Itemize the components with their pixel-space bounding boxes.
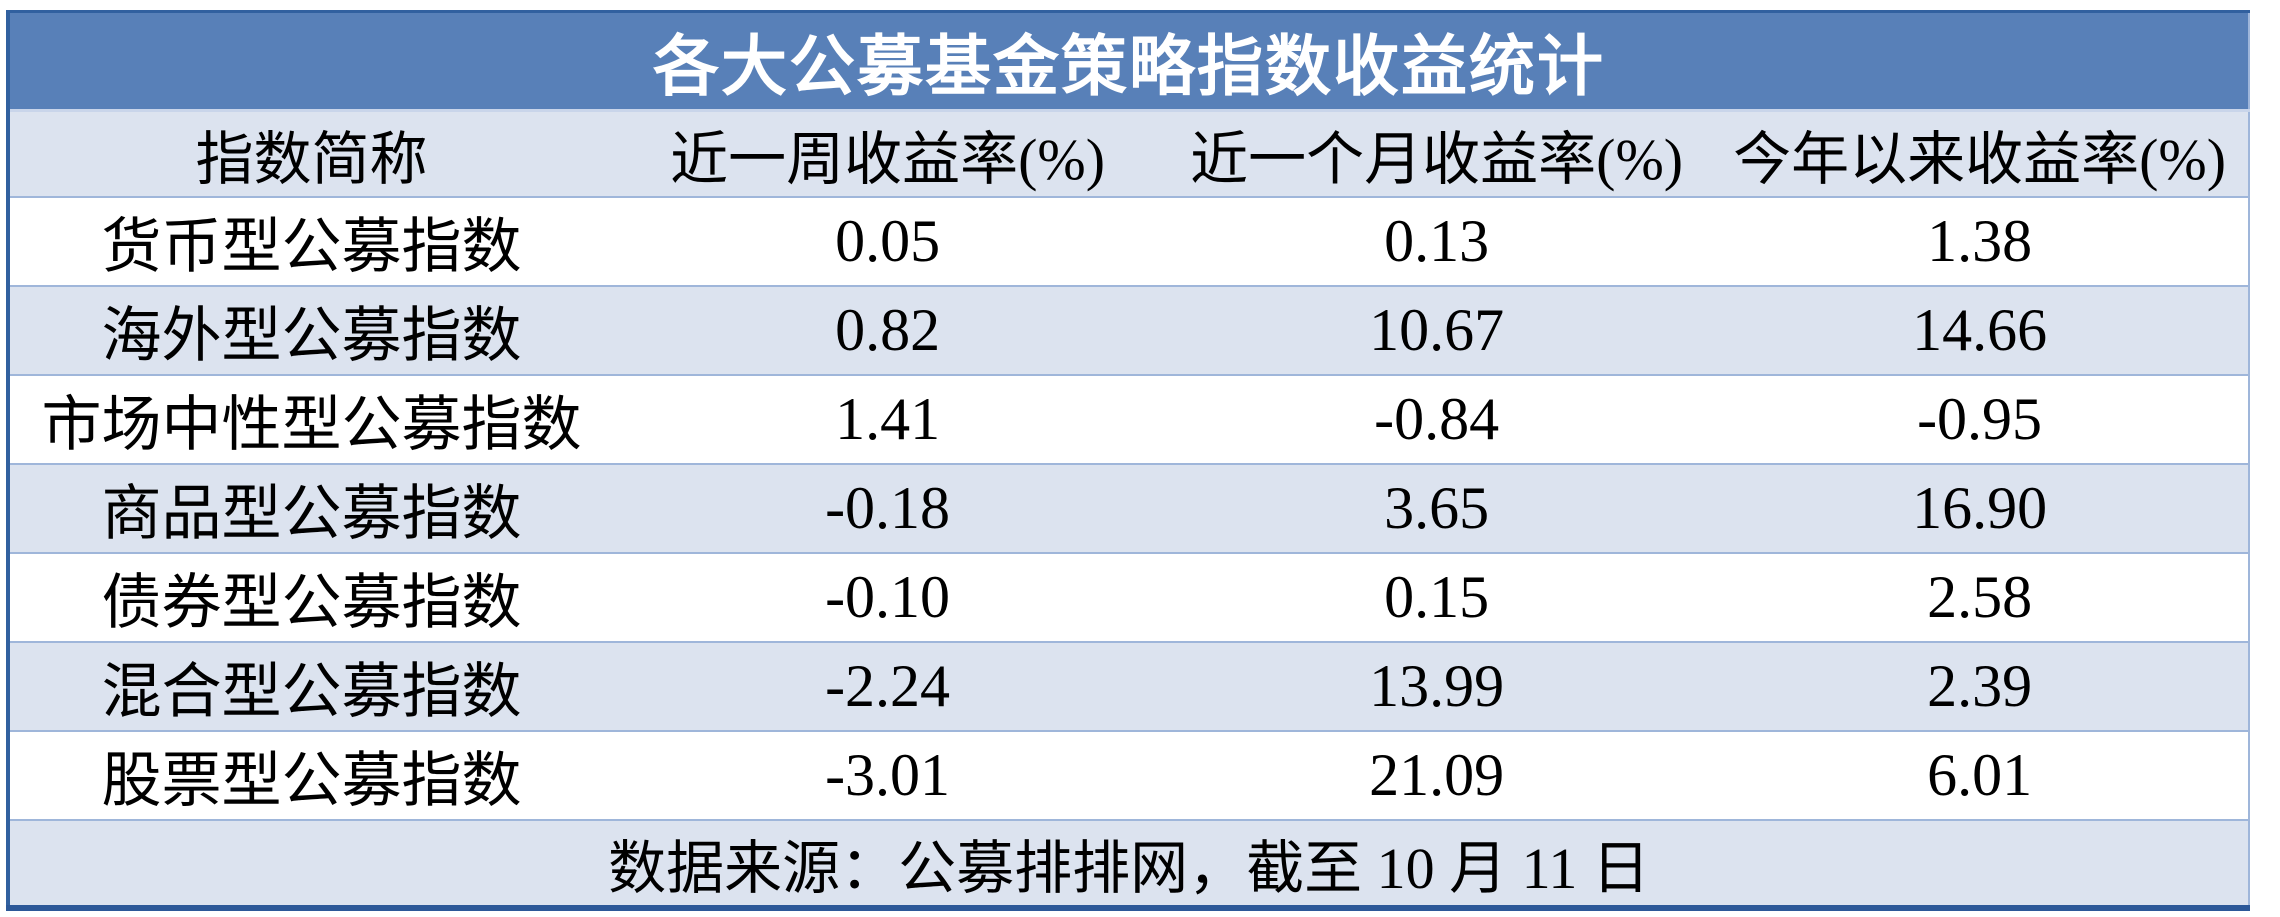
table-row-bond-fund: 债券型公募指数 -0.10 0.15 2.58 xyxy=(8,552,2249,642)
data-source-note: 数据来源：公募排排网，截至 10 月 11 日 xyxy=(8,819,2249,908)
week-return-cell: -0.18 xyxy=(613,463,1163,553)
week-return-cell: 1.41 xyxy=(613,374,1163,464)
week-return-cell: 0.82 xyxy=(613,285,1163,375)
ytd-return-cell: 1.38 xyxy=(1711,196,2249,286)
month-return-cell: -0.84 xyxy=(1162,374,1712,464)
ytd-return-cell: 2.58 xyxy=(1711,552,2249,642)
index-name-cell: 商品型公募指数 xyxy=(8,463,614,553)
column-header-ytd-return: 今年以来收益率(%) xyxy=(1711,110,2249,197)
table-row-overseas-fund: 海外型公募指数 0.82 10.67 14.66 xyxy=(8,285,2249,375)
table-row-hybrid-fund: 混合型公募指数 -2.24 13.99 2.39 xyxy=(8,641,2249,731)
month-return-cell: 13.99 xyxy=(1162,641,1712,731)
month-return-cell: 0.13 xyxy=(1162,196,1712,286)
table-title: 各大公募基金策略指数收益统计 xyxy=(8,11,2249,112)
week-return-cell: -2.24 xyxy=(613,641,1163,731)
index-name-cell: 股票型公募指数 xyxy=(8,730,614,820)
month-return-cell: 3.65 xyxy=(1162,463,1712,553)
ytd-return-cell: 6.01 xyxy=(1711,730,2249,820)
footer-row: 数据来源：公募排排网，截至 10 月 11 日 xyxy=(8,819,2249,908)
ytd-return-cell: -0.95 xyxy=(1711,374,2249,464)
index-name-cell: 货币型公募指数 xyxy=(8,196,614,286)
table-row-equity-fund: 股票型公募指数 -3.01 21.09 6.01 xyxy=(8,730,2249,820)
week-return-cell: -0.10 xyxy=(613,552,1163,642)
month-return-cell: 21.09 xyxy=(1162,730,1712,820)
column-header-week-return: 近一周收益率(%) xyxy=(613,110,1163,197)
ytd-return-cell: 2.39 xyxy=(1711,641,2249,731)
table-row-commodity-fund: 商品型公募指数 -0.18 3.65 16.90 xyxy=(8,463,2249,553)
table-title-row: 各大公募基金策略指数收益统计 xyxy=(8,11,2249,112)
index-name-cell: 混合型公募指数 xyxy=(8,641,614,731)
ytd-return-cell: 14.66 xyxy=(1711,285,2249,375)
week-return-cell: -3.01 xyxy=(613,730,1163,820)
index-name-cell: 债券型公募指数 xyxy=(8,552,614,642)
table-row-money-fund: 货币型公募指数 0.05 0.13 1.38 xyxy=(8,196,2249,286)
week-return-cell: 0.05 xyxy=(613,196,1163,286)
column-header-index-name: 指数简称 xyxy=(8,110,614,197)
month-return-cell: 10.67 xyxy=(1162,285,1712,375)
month-return-cell: 0.15 xyxy=(1162,552,1712,642)
table-row-market-neutral-fund: 市场中性型公募指数 1.41 -0.84 -0.95 xyxy=(8,374,2249,464)
column-header-month-return: 近一个月收益率(%) xyxy=(1162,110,1712,197)
fund-index-return-table: 各大公募基金策略指数收益统计 指数简称 近一周收益率(%) 近一个月收益率(%)… xyxy=(6,10,2250,911)
column-header-row: 指数简称 近一周收益率(%) 近一个月收益率(%) 今年以来收益率(%) xyxy=(8,110,2249,197)
index-name-cell: 海外型公募指数 xyxy=(8,285,614,375)
index-name-cell: 市场中性型公募指数 xyxy=(8,374,614,464)
ytd-return-cell: 16.90 xyxy=(1711,463,2249,553)
